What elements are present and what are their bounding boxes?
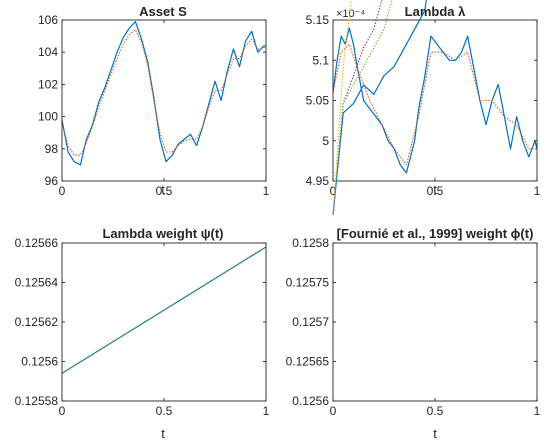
y-tick-label: 102 [38, 77, 58, 91]
x-tick-label: 0 [59, 184, 66, 198]
x-axis-label: t [433, 426, 437, 441]
y-tick-label: 0.12562 [15, 315, 59, 329]
panel-title: Lambda weight ψ(t) [102, 226, 223, 241]
series-line-0 [332, 0, 427, 216]
x-tick-label: 1 [534, 184, 541, 198]
y-tick-label: 98 [45, 142, 59, 156]
y-tick-label: 0.12575 [286, 276, 330, 290]
y-axis-exponent: ×10⁻⁴ [336, 8, 365, 20]
x-tick-label: 1 [534, 404, 541, 418]
panel-title: [Fournié et al., 1999] weight ϕ(t) [337, 226, 534, 241]
y-tick-label: 104 [38, 45, 58, 59]
y-tick-label: 0.12565 [286, 355, 330, 369]
x-axis-label: t [161, 182, 165, 197]
x-tick-label: 0.5 [156, 404, 173, 418]
x-tick-label: 1 [263, 404, 270, 418]
x-tick-label: 0 [330, 184, 337, 198]
panel-asset-s: Asset S t 0 0.5 1 96 98 100 102 104 106 [38, 4, 270, 198]
y-tick-label: 4.95 [306, 174, 330, 188]
panel-title: Lambda λ [405, 4, 466, 19]
x-tick-label: 0.5 [427, 404, 444, 418]
x-tick-label: 0 [330, 404, 337, 418]
series-line-0 [61, 246, 267, 374]
x-axis-label: t [161, 426, 165, 441]
y-tick-label: 0.1256 [292, 394, 329, 408]
y-tick-label: 100 [38, 110, 58, 124]
series-line-0 [61, 21, 266, 166]
y-tick-label: 96 [45, 174, 59, 188]
x-tick-label: 0.5 [427, 184, 444, 198]
y-tick-label: 0.1258 [292, 236, 329, 250]
panel-lambda: Lambda λ t ×10⁻⁴ 0 0.5 1 4.95 5 5.05 5.1 5.15 [306, 4, 541, 198]
panel-title: Asset S [139, 4, 187, 19]
series-line-1 [332, 43, 537, 166]
y-tick-label: 0.1256 [21, 355, 58, 369]
y-tick-label: 0.12558 [15, 394, 59, 408]
panel-lambda-weight: Lambda weight ψ(t) t 0 0.5 1 0.12558 0.1256 0… [15, 226, 270, 441]
series-line-0 [332, 27, 538, 174]
y-tick-label: 0.12566 [15, 236, 59, 250]
y-tick-label: 0.1257 [292, 315, 329, 329]
panel-fournie-weight: [Fournié et al., 1999] weight ϕ(t) t 0 0.… [286, 0, 541, 441]
x-axis-label: t [433, 182, 437, 197]
x-tick-label: 1 [263, 184, 270, 198]
y-tick-label: 0.12564 [15, 276, 59, 290]
x-tick-label: 0 [59, 404, 66, 418]
y-tick-label: 5 [322, 134, 329, 148]
y-tick-label: 5.1 [312, 53, 329, 67]
x-tick-label: 0.5 [156, 184, 173, 198]
y-tick-label: 5.15 [306, 13, 330, 27]
series-line-1 [61, 29, 266, 156]
y-tick-label: 5.05 [306, 94, 330, 108]
y-tick-label: 106 [38, 13, 58, 27]
